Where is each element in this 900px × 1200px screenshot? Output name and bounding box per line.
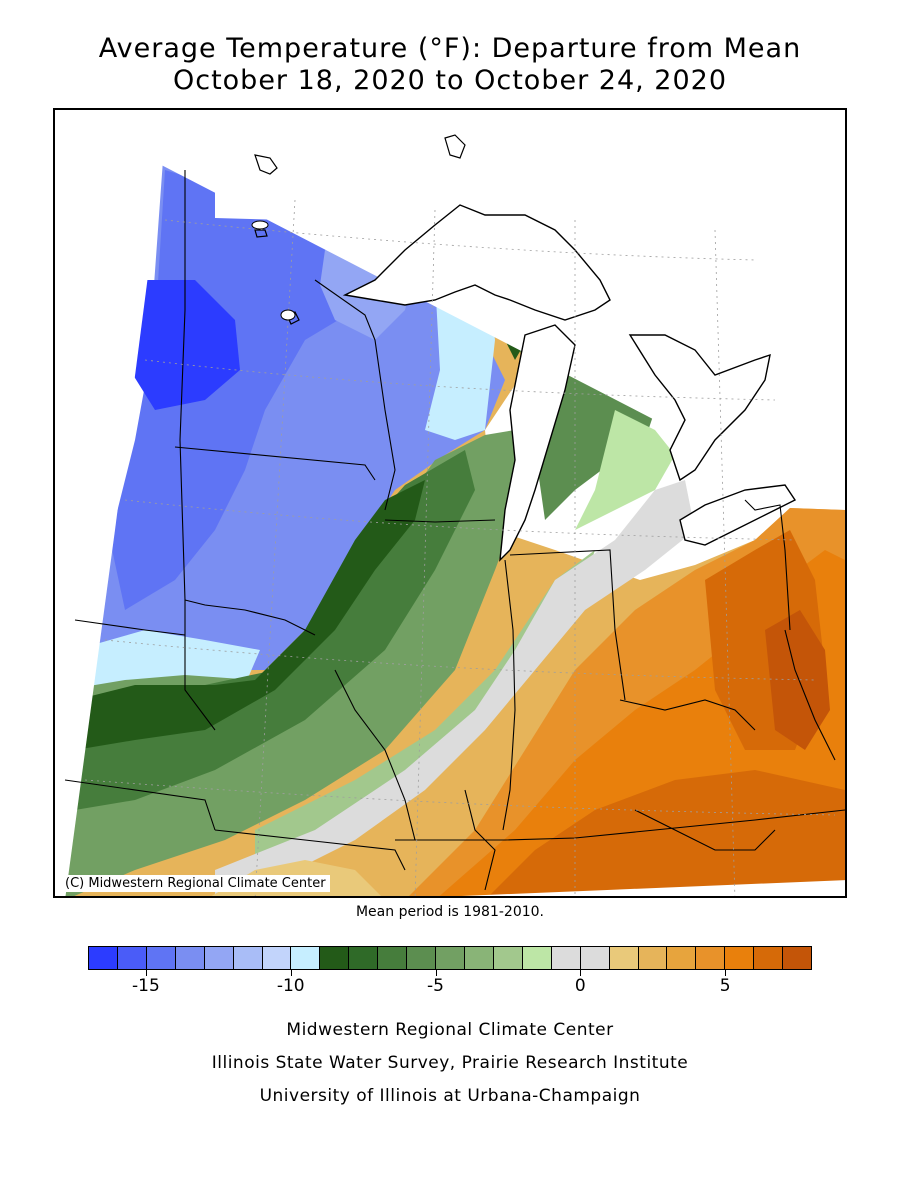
mean-period-note: Mean period is 1981-2010.: [355, 904, 545, 920]
legend-swatch: [522, 947, 552, 969]
legend-tick-label: -10: [276, 976, 305, 996]
legend-swatch: [146, 947, 176, 969]
legend-tick-label: 0: [574, 976, 586, 996]
legend-tick-label: -15: [132, 976, 160, 996]
lake-michigan: [499, 324, 576, 562]
legend-swatch: [580, 947, 610, 969]
legend-swatch: [349, 947, 379, 969]
legend-swatch: [754, 947, 784, 969]
great-lakes: [342, 204, 797, 562]
lake-huron: [628, 334, 771, 482]
legend-swatch: [464, 947, 494, 969]
legend-swatch: [320, 947, 350, 969]
map-panel: (C) Midwestern Regional Climate Center: [53, 108, 847, 898]
legend-tick: [435, 970, 437, 976]
legend-swatch: [117, 947, 147, 969]
legend-swatch: [407, 947, 437, 969]
legend-swatch: [262, 947, 292, 969]
legend-swatch: [638, 947, 668, 969]
legend-swatch: [233, 947, 263, 969]
color-legend: [88, 946, 812, 970]
legend-swatch: [696, 947, 726, 969]
legend-swatch: [436, 947, 465, 969]
legend-tick: [145, 970, 147, 976]
legend-swatch: [783, 947, 812, 969]
map-credit: (C) Midwestern Regional Climate Center: [61, 875, 330, 892]
legend-tick: [725, 970, 727, 976]
legend-tick: [580, 970, 582, 976]
footer-org: Midwestern Regional Climate Center: [286, 1020, 614, 1040]
state-boundaries: [64, 170, 845, 891]
footer-university: University of Illinois at Urbana-Champai…: [259, 1086, 641, 1106]
temperature-departure-map: [55, 110, 845, 896]
legend-swatch: [551, 947, 581, 969]
legend-swatch: [89, 947, 118, 969]
map-mask: [55, 110, 845, 896]
legend-tick-label: -5: [427, 976, 444, 996]
legend-swatch: [725, 947, 755, 969]
map-date-range: October 18, 2020 to October 24, 2020: [172, 65, 727, 96]
legend-swatch: [609, 947, 639, 969]
legend-swatch: [204, 947, 234, 969]
legend-swatch: [667, 947, 697, 969]
map-title: Average Temperature (°F): Departure from…: [98, 33, 802, 64]
legend-tick: [290, 970, 292, 976]
legend-swatch: [291, 947, 321, 969]
lake-superior: [342, 204, 611, 321]
legend-tick-label: 5: [719, 976, 731, 996]
graticule: [84, 199, 836, 896]
legend-swatch: [493, 947, 523, 969]
lake-islands: [251, 220, 296, 321]
legend-swatch: [378, 947, 408, 969]
legend-swatch: [175, 947, 205, 969]
footer-survey: Illinois State Water Survey, Prairie Res…: [211, 1053, 689, 1073]
